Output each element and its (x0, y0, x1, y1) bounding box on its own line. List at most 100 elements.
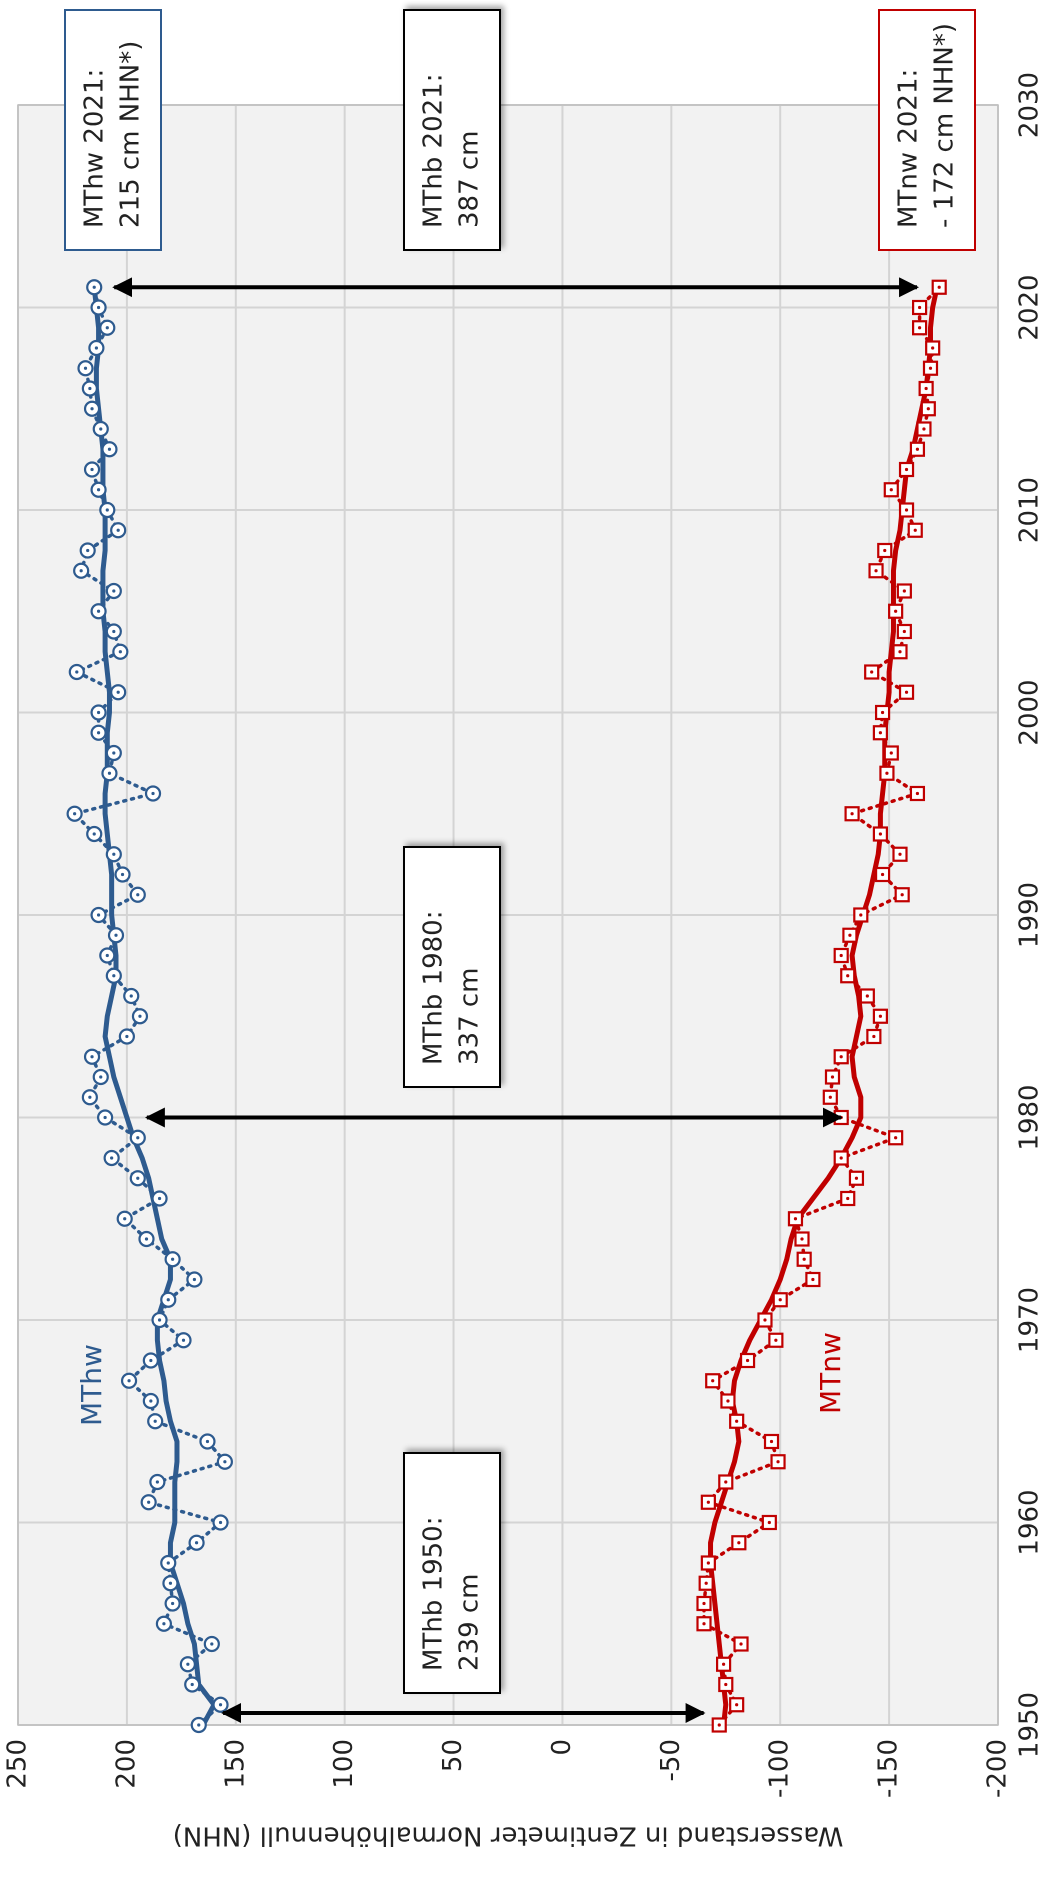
data-point (715, 1656, 732, 1672)
annotation-box (878, 9, 976, 251)
series-label: MThw (75, 1344, 108, 1426)
plot-frame (17, 104, 999, 1726)
marker-dot (96, 305, 101, 310)
data-point (898, 502, 915, 518)
marker-dot (918, 326, 922, 330)
data-point (896, 623, 912, 640)
data-point (90, 724, 107, 741)
marker-dot (112, 974, 116, 978)
data-point (118, 1028, 135, 1045)
marker-dot (129, 994, 133, 998)
marker-dot (865, 994, 869, 998)
data-point (898, 684, 915, 700)
marker-dot (904, 508, 909, 512)
marker-dot (928, 366, 933, 370)
data-point (88, 339, 105, 357)
data-point (142, 1352, 159, 1369)
marker-dot (735, 1419, 739, 1423)
marker-dot (880, 872, 885, 877)
marker-dot (778, 1298, 782, 1302)
data-point (140, 1494, 157, 1511)
marker-dot (112, 589, 116, 593)
marker-dot (830, 1075, 835, 1079)
data-point (794, 1231, 810, 1247)
marker-dot (79, 569, 83, 573)
annotation-text: MThb 1950: (419, 1517, 449, 1672)
data-point (107, 927, 125, 944)
annotation-text: 215 cm NHN*) (116, 41, 146, 228)
marker-dot (846, 974, 850, 978)
data-point (149, 1473, 166, 1491)
data-point (129, 1129, 146, 1146)
data-point (772, 1292, 788, 1308)
marker-dot (717, 1723, 721, 1727)
marker-dot (706, 1561, 710, 1565)
data-point (696, 1595, 712, 1612)
marker-dot (90, 467, 94, 472)
data-point (155, 1615, 173, 1632)
data-point (911, 299, 928, 316)
data-point (872, 725, 889, 741)
data-point (770, 1454, 786, 1470)
data-point (123, 987, 140, 1005)
data-point (92, 420, 109, 438)
marker-dot (166, 1298, 170, 1302)
data-point (83, 461, 101, 478)
marker-dot (811, 1277, 815, 1282)
data-point (203, 1635, 220, 1653)
data-point (116, 1210, 133, 1227)
marker-dot (854, 1176, 859, 1180)
data-point (757, 1312, 773, 1328)
marker-dot (735, 1703, 739, 1707)
data-point (216, 1453, 233, 1470)
annotation-text: - 172 cm NHN*) (930, 23, 960, 228)
marker-dot (96, 609, 101, 613)
data-point (83, 400, 101, 417)
marker-dot (112, 629, 116, 634)
x-tick-label: 2020 (1015, 274, 1045, 340)
marker-dot (123, 1217, 127, 1221)
marker-dot (874, 569, 878, 573)
marker-dot (902, 589, 906, 593)
data-point (898, 461, 915, 478)
data-point (175, 1332, 192, 1349)
y-tick-label: 50 (438, 1739, 468, 1772)
data-point (729, 1697, 745, 1713)
marker-dot (828, 1095, 832, 1099)
data-point (160, 1554, 177, 1572)
marker-dot (769, 1439, 774, 1444)
marker-dot (889, 751, 893, 755)
y-axis-title: Wasserstand in Zentimeter Normalhöhennul… (173, 1821, 844, 1851)
marker-dot (114, 933, 118, 937)
marker-dot (704, 1581, 708, 1585)
marker-dot (880, 710, 885, 715)
marker-dot (711, 1379, 715, 1383)
data-point (105, 623, 122, 640)
data-point (147, 1413, 164, 1430)
data-point (99, 319, 116, 336)
annotation-text: MTnw 2021: (894, 69, 924, 228)
data-point (892, 644, 908, 660)
data-point (698, 1575, 714, 1591)
data-point (718, 1474, 734, 1490)
data-point (892, 846, 908, 862)
marker-dot (915, 447, 920, 451)
series-label: MTnw (814, 1332, 847, 1414)
annotation-box (64, 9, 162, 251)
marker-dot (127, 1379, 131, 1383)
data-point (853, 907, 869, 923)
data-point (86, 279, 103, 296)
y-tick-label: 150 (220, 1739, 250, 1789)
marker-dot (75, 670, 79, 674)
annotation-text: 387 cm (455, 130, 485, 228)
marker-dot (218, 1520, 223, 1525)
marker-dot (105, 326, 109, 330)
data-point (101, 441, 118, 458)
marker-dot (190, 1682, 194, 1687)
marker-dot (116, 690, 120, 694)
marker-dot (898, 852, 902, 856)
marker-dot (918, 305, 922, 310)
data-point (131, 1008, 149, 1025)
marker-dot (885, 771, 889, 775)
marker-dot (94, 346, 99, 350)
